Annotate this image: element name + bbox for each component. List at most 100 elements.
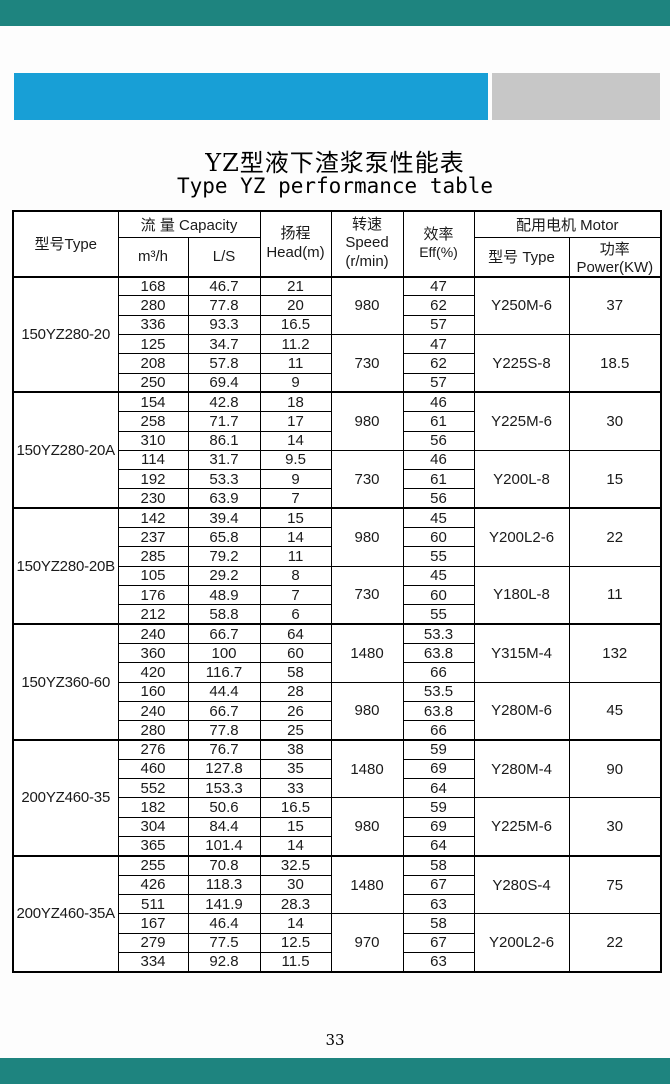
table-row: 150YZ280-20A 154 42.8 18 980 46 Y225M-6 30 (12, 391, 662, 509)
flow-m3h-cell: 460 (117, 758, 189, 780)
head-cell: 14 (259, 527, 332, 548)
page-number: 33 (325, 1031, 345, 1049)
header-motor-type: 型号 Type (473, 236, 570, 278)
motor-power-cell: 90 (568, 739, 662, 799)
header-speed-unit: (r/min) (345, 253, 389, 271)
eff-cell: 45 (402, 507, 475, 529)
head-cell: 11.5 (259, 951, 332, 973)
head-cell: 20 (259, 295, 332, 316)
head-cell: 9 (259, 469, 332, 490)
flow-ls-cell: 153.3 (187, 778, 261, 799)
bottom-teal-bar (0, 1058, 670, 1084)
head-cell: 14 (259, 430, 332, 451)
motor-power-cell: 22 (568, 913, 662, 973)
flow-ls-cell: 46.4 (187, 913, 261, 934)
flow-ls-cell: 101.4 (187, 836, 261, 857)
table-row: 114 31.7 9.5 730 46 Y200L-8 15 (13, 449, 662, 509)
table-row: 426 118.3 30 67 (13, 874, 661, 896)
head-cell: 15 (259, 816, 332, 838)
motor-power-cell: 132 (568, 623, 662, 683)
flow-m3h-cell: 154 (117, 391, 189, 413)
flow-ls-cell: 92.8 (187, 951, 261, 973)
eff-cell: 58 (402, 854, 475, 876)
motor-type-cell: Y250M-6 (473, 275, 570, 335)
flow-m3h-cell: 192 (117, 469, 189, 490)
header-eff-en: Eff(%) (419, 244, 458, 261)
eff-cell: 45 (402, 565, 475, 587)
eff-cell: 59 (402, 738, 475, 760)
eff-cell: 55 (402, 604, 475, 625)
eff-cell: 56 (402, 430, 475, 451)
model-cell: 200YZ460-35 (12, 739, 119, 857)
motor-type-cell: Y315M-4 (473, 623, 570, 683)
table-row: 160 44.4 28 980 53.5 Y280M-6 45 (13, 681, 662, 741)
speed-cell: 730 (330, 333, 404, 393)
flow-ls-cell: 66.7 (187, 700, 261, 722)
flow-ls-cell: 29.2 (187, 565, 261, 587)
eff-cell: 60 (402, 584, 475, 606)
header-power: 功率Power(KW) (568, 236, 662, 278)
flow-m3h-cell: 212 (117, 604, 189, 625)
flow-ls-cell: 34.7 (187, 333, 261, 355)
flow-m3h-cell: 310 (117, 430, 189, 451)
page-title-english: Type YZ performance table (176, 174, 494, 198)
flow-ls-cell: 79.2 (187, 546, 261, 567)
header-speed: 转速Speed (r/min) (330, 210, 404, 278)
table-row: 200YZ460-35A 255 70.8 32.5 1480 58 Y280S-4 75 (12, 854, 662, 973)
head-cell: 35 (259, 758, 332, 780)
eff-cell: 47 (402, 275, 475, 297)
motor-power-cell: 30 (568, 797, 662, 857)
eff-cell: 63 (402, 951, 475, 973)
flow-m3h-cell: 304 (117, 816, 189, 838)
flow-ls-cell: 118.3 (187, 874, 261, 896)
head-cell: 28 (259, 681, 332, 702)
table-row: 334 92.8 11.5 63 (13, 951, 661, 973)
blue-accent-bar (14, 73, 488, 120)
motor-type-cell: Y280S-4 (473, 854, 570, 915)
table-row: 304 84.4 15 69 (13, 816, 661, 838)
flow-ls-cell: 116.7 (187, 662, 261, 683)
flow-ls-cell: 58.8 (187, 604, 261, 625)
eff-cell: 47 (402, 333, 475, 355)
table-row: 150YZ280-20 168 46.7 21 980 47 Y250M-6 37 (12, 275, 662, 393)
table-row: 365 101.4 14 64 (13, 836, 661, 857)
motor-power-cell: 22 (568, 507, 662, 567)
eff-cell: 67 (402, 932, 475, 953)
eff-cell: 59 (402, 797, 475, 818)
eff-cell: 69 (402, 816, 475, 838)
eff-cell: 57 (402, 372, 475, 393)
table-row: 285 79.2 11 55 (13, 546, 661, 567)
head-cell: 14 (259, 836, 332, 857)
table-row: 150YZ280-20B 142 39.4 15 980 45 Y200L2-6 22 (12, 507, 662, 625)
model-cell: 150YZ280-20 (12, 275, 119, 393)
head-cell: 11.2 (259, 333, 332, 355)
flow-m3h-cell: 511 (117, 893, 189, 915)
motor-power-cell: 37 (568, 275, 662, 335)
head-cell: 16.5 (259, 314, 332, 335)
model-cell: 150YZ360-60 (12, 623, 119, 741)
table-row: 360 100 60 63.8 (13, 642, 661, 664)
flow-ls-cell: 46.7 (187, 275, 261, 297)
flow-m3h-cell: 160 (117, 681, 189, 702)
motor-type-cell: Y225M-6 (473, 391, 570, 451)
flow-m3h-cell: 125 (117, 333, 189, 355)
table-row: 258 71.7 17 61 (13, 411, 661, 432)
flow-m3h-cell: 255 (117, 854, 189, 876)
flow-ls-cell: 84.4 (187, 816, 261, 838)
eff-cell: 61 (402, 411, 475, 432)
header-m3h: m³/h (117, 236, 189, 278)
flow-m3h-cell: 280 (117, 720, 189, 741)
model-cell: 150YZ280-20A (12, 391, 119, 509)
eff-cell: 53.3 (402, 623, 475, 644)
flow-ls-cell: 53.3 (187, 469, 261, 490)
header-motor: 配用电机 Motor (473, 210, 662, 238)
flow-m3h-cell: 420 (117, 662, 189, 683)
eff-cell: 61 (402, 469, 475, 490)
flow-m3h-cell: 276 (117, 738, 189, 760)
speed-cell: 980 (330, 797, 404, 857)
eff-cell: 55 (402, 546, 475, 567)
model-cell: 150YZ280-20B (12, 507, 119, 625)
flow-m3h-cell: 365 (117, 836, 189, 857)
motor-power-cell: 11 (568, 565, 662, 625)
flow-m3h-cell: 176 (117, 584, 189, 606)
